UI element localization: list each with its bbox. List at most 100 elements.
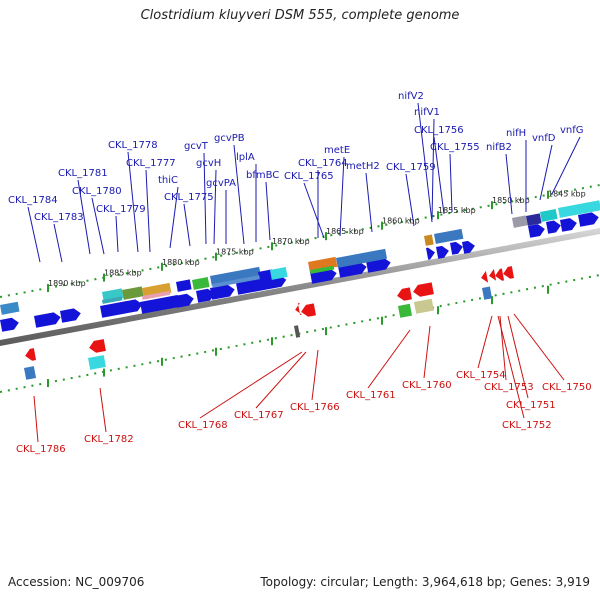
- gene-label: gcvH: [196, 158, 221, 169]
- leader-lines: [27, 102, 581, 443]
- gene-label: gcvPB: [214, 133, 245, 144]
- domain-block: [176, 279, 192, 292]
- gene-label: CKL_1778: [108, 140, 158, 151]
- forward-gene-arrow: [175, 293, 194, 308]
- domain-block: [88, 355, 106, 370]
- scale-label: 1865 kbp: [326, 227, 364, 236]
- gene-label: nifB2: [486, 142, 512, 153]
- leader-line: [449, 153, 453, 213]
- gene-label: vnfG: [560, 125, 584, 136]
- leader-line: [213, 169, 217, 245]
- domain-stripe: [102, 296, 123, 304]
- reverse-gene-arrow: [25, 348, 37, 361]
- leader-line: [99, 387, 107, 433]
- domain-stripe: [142, 290, 171, 300]
- top-dotted-guide: [0, 184, 600, 298]
- genome-title: Clostridium kluyveri DSM 555, complete g…: [140, 8, 460, 23]
- gene-label: metE: [324, 145, 350, 156]
- domain-block: [122, 286, 144, 300]
- leader-line: [477, 315, 493, 369]
- leader-line: [255, 351, 307, 409]
- domain-block: [558, 200, 600, 218]
- leader-line: [423, 325, 431, 379]
- forward-gene-arrow: [140, 295, 185, 314]
- leader-line: [303, 182, 325, 239]
- domain-block: [294, 325, 301, 338]
- gene-label: thiC: [158, 175, 178, 186]
- accession-text: Accession: NC_009706: [8, 575, 145, 589]
- forward-gene-arrow: [100, 299, 143, 318]
- leader-line: [265, 181, 271, 241]
- feature-band: [0, 200, 600, 380]
- gene-label: lplA: [236, 152, 255, 163]
- domain-block: [0, 301, 20, 315]
- leader-line: [27, 206, 41, 263]
- gene-label: CKL_1761: [346, 390, 396, 401]
- reverse-gene-arrow: [295, 302, 303, 316]
- scale-label: 1845 kbp: [548, 190, 586, 199]
- leader-line: [91, 197, 105, 255]
- gene-label: CKL_1782: [84, 434, 134, 445]
- gene-label: CKL_1780: [72, 186, 122, 197]
- forward-gene-arrow: [34, 312, 61, 328]
- genome-stats-text: Topology: circular; Length: 3,964,618 bp…: [260, 575, 590, 589]
- leader-line: [169, 186, 179, 249]
- domain-block: [142, 282, 172, 298]
- gene-label: CKL_1777: [126, 158, 176, 169]
- gene-labels: CKL_1784 CKL_1783 CKL_1781 CKL_1780 CKL_1779…: [8, 91, 592, 455]
- forward-gene-arrow: [450, 241, 463, 255]
- scale-label: 1885 kbp: [104, 269, 142, 278]
- gene-label: CKL_1756: [414, 125, 464, 136]
- leader-line: [497, 315, 525, 419]
- forward-gene-arrow: [366, 257, 391, 273]
- gene-label: CKL_1768: [178, 420, 228, 431]
- gene-label: CKL_1751: [506, 400, 556, 411]
- leader-line: [77, 179, 91, 255]
- domain-block: [210, 266, 261, 286]
- gene-label: CKL_1775: [164, 192, 214, 203]
- domain-block: [512, 215, 528, 228]
- leader-line: [199, 351, 303, 419]
- domain-block: [414, 298, 434, 314]
- gene-label: CKL_1753: [484, 382, 534, 393]
- gene-label: metH2: [346, 161, 380, 172]
- gene-label: nifV2: [398, 91, 424, 102]
- leader-line: [33, 395, 39, 443]
- leader-line: [417, 102, 433, 223]
- domain-block: [24, 366, 37, 380]
- reverse-gene-arrow: [413, 282, 434, 297]
- scale-label: 1860 kbp: [382, 217, 420, 226]
- scale-label: 1880 kbp: [162, 258, 200, 267]
- domain-block: [398, 303, 413, 318]
- gene-label: CKL_1784: [8, 195, 58, 206]
- forward-gene-arrow: [0, 317, 19, 332]
- leader-line: [431, 118, 435, 221]
- leader-line: [551, 136, 581, 195]
- domain-block: [434, 228, 464, 244]
- gene-label: CKL_1750: [542, 382, 592, 393]
- domain-block: [424, 234, 434, 246]
- forward-gene-arrow: [462, 240, 475, 254]
- reverse-gene-arrow: [495, 268, 505, 281]
- domain-block: [526, 213, 542, 226]
- forward-gene-arrow: [546, 220, 561, 234]
- leader-line: [505, 153, 513, 215]
- reverse-gene-arrow: [89, 339, 106, 353]
- gene-label: CKL_1760: [402, 380, 452, 391]
- reverse-gene-arrow: [503, 266, 515, 279]
- leader-line: [513, 313, 565, 381]
- gene-label: CKL_1779: [96, 204, 146, 215]
- domain-block: [270, 267, 288, 280]
- forward-gene-arrow: [436, 245, 449, 259]
- bottom-dotted-guide: [0, 274, 600, 393]
- gene-label: CKL_1754: [456, 370, 506, 381]
- gene-label: CKL_1764: [298, 158, 348, 169]
- gene-label: vnfD: [532, 133, 556, 144]
- domain-stripe: [212, 275, 260, 288]
- gene-label: CKL_1765: [284, 171, 334, 182]
- leader-line: [367, 329, 411, 389]
- domain-block: [192, 277, 210, 290]
- forward-gene-arrow: [60, 308, 81, 323]
- gene-label: CKL_1752: [502, 420, 552, 431]
